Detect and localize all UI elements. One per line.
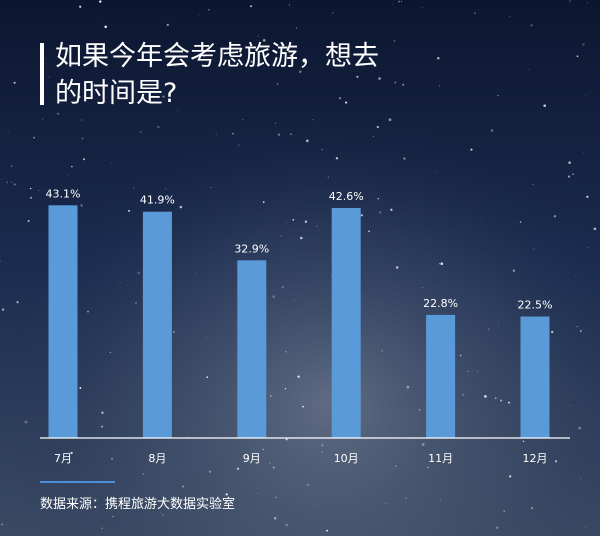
value-label-8月: 41.9% [140,194,175,207]
x-tick-9月: 9月 [243,452,261,465]
bar-7月 [48,205,78,438]
data-source: 数据来源：携程旅游大数据实验室 [40,497,236,512]
bar-8月 [142,211,172,438]
value-label-10月: 42.6% [329,190,364,203]
x-tick-8月: 8月 [148,452,166,465]
value-label-9月: 32.9% [234,242,269,255]
chart-title: 如果今年会考虑旅游，想去 的时间是? [55,38,475,112]
x-tick-12月: 12月 [523,452,548,465]
x-tick-10月: 10月 [334,452,359,465]
bar-12月 [520,316,550,438]
value-label-7月: 43.1% [46,187,81,200]
value-label-11月: 22.8% [423,297,458,310]
source-divider [40,481,115,483]
value-label-12月: 22.5% [518,299,553,312]
title-accent-bar [40,43,44,105]
x-tick-11月: 11月 [428,452,453,465]
bar-11月 [426,314,456,438]
chart-title-line-1: 如果今年会考虑旅游，想去 [55,41,379,72]
bar-10月 [331,208,361,438]
x-tick-7月: 7月 [54,452,72,465]
bar-9月 [237,260,267,438]
chart-title-line-2: 的时间是? [55,78,178,109]
